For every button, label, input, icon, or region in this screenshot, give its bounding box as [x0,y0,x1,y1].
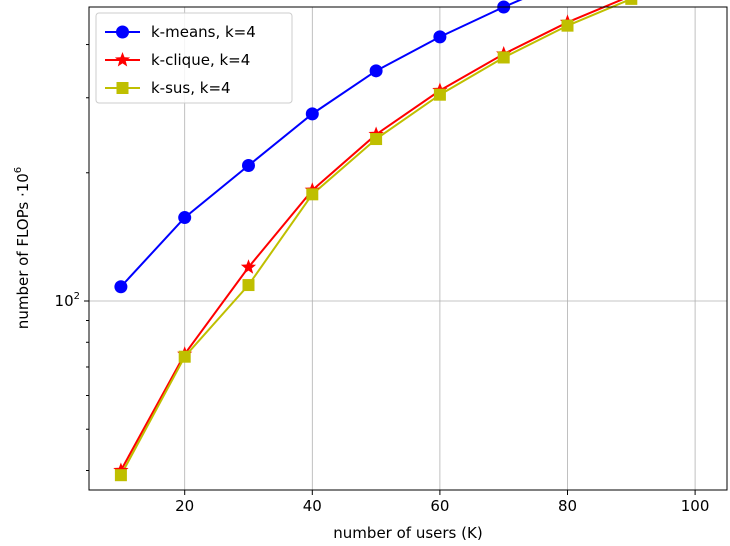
data-point-square [242,279,255,292]
series-markers [113,0,638,482]
data-point-square [370,133,383,146]
legend-label: k-sus, k=4 [151,79,231,97]
data-point-square [114,469,127,482]
y-tick-label: 102 [55,291,80,310]
y-axis-ticks: 102 [55,44,89,472]
series-lines [120,0,632,476]
data-point-star [240,259,257,274]
x-tick-label: 80 [558,497,577,515]
data-point-circle [433,30,447,44]
data-point-square [625,0,638,5]
data-point-square [561,19,574,32]
data-point-square [433,88,446,101]
y-axis-label: number of FLOPs ·106 [13,167,32,329]
legend-marker-square [116,82,129,94]
x-tick-label: 60 [430,497,449,515]
x-axis-label: number of users (K) [333,524,482,542]
legend-marker-star [114,52,131,67]
data-point-circle [242,159,255,173]
data-point-circle [305,107,319,121]
x-tick-label: 40 [303,497,322,515]
series-line-star [120,0,624,471]
x-tick-label: 20 [175,497,194,515]
legend-label: k-means, k=4 [151,23,256,41]
data-point-square [306,188,319,201]
data-point-circle [114,280,128,294]
legend: k-means, k=4 k-clique, k=4 k-sus, k=4 [95,12,293,104]
data-point-circle [178,211,192,225]
legend-label: k-clique, k=4 [151,51,250,69]
series-line-square [120,0,632,476]
y-axis-label-text: number of FLOPs ·10 [14,173,32,329]
legend-box [95,12,293,104]
series-line-circle [120,0,523,288]
legend-marker-circle [116,25,129,39]
y-axis-label-exponent: 6 [13,167,24,173]
data-point-square [497,51,510,64]
plot-frame [88,6,728,491]
data-point-circle [369,64,383,78]
data-point-square [178,350,191,363]
x-tick-label: 100 [681,497,710,515]
x-axis-ticks: 20 40 60 80 100 [175,490,709,515]
